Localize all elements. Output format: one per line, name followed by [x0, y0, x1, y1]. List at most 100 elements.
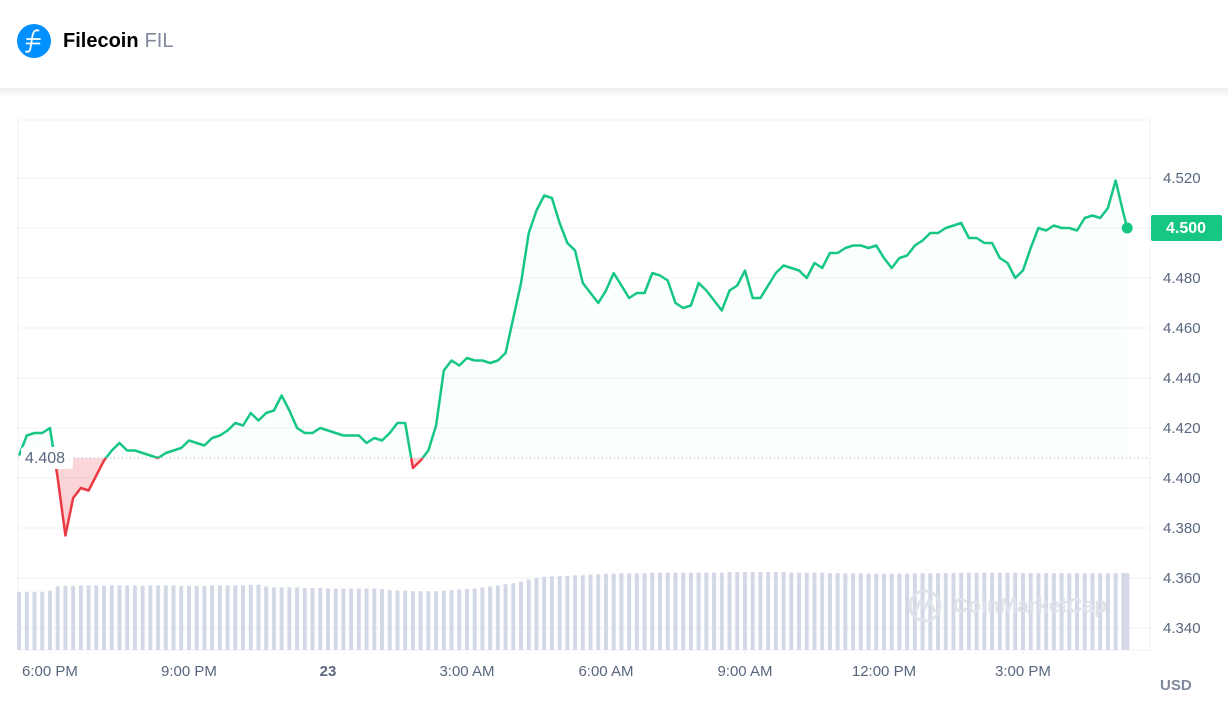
volume-bar	[171, 585, 176, 650]
reference-label-bg	[21, 447, 73, 469]
x-tick-label: 6:00 AM	[578, 663, 633, 680]
volume-bar	[982, 572, 987, 650]
volume-bar	[619, 573, 624, 650]
volume-bar	[897, 573, 902, 650]
volume-bar	[464, 589, 469, 650]
volume-bar	[210, 585, 215, 650]
volume-bar	[457, 589, 462, 650]
last-price-label: 4.500	[1166, 220, 1206, 237]
volume-bar	[426, 591, 431, 650]
volume-bar	[549, 576, 554, 650]
volume-bar	[1082, 573, 1087, 650]
volume-bar	[1113, 573, 1118, 650]
series	[17, 179, 1150, 537]
volume-bar	[1105, 573, 1110, 650]
volume-bar	[387, 590, 392, 650]
volume-bar	[1125, 573, 1130, 650]
volume-bar	[194, 585, 199, 650]
volume-bar	[789, 572, 794, 650]
volume-bar	[557, 575, 562, 650]
watermark-text: CoinMarketCap	[953, 595, 1107, 618]
volume-bar	[125, 585, 130, 650]
volume-bar	[434, 591, 439, 650]
volume-bar	[835, 573, 840, 650]
x-tick-label: 3:00 PM	[995, 663, 1051, 680]
volume-bar	[812, 572, 817, 650]
volume-bar	[364, 588, 369, 650]
volume-bar	[889, 573, 894, 650]
volume-bar	[766, 572, 771, 650]
volume-bar	[217, 585, 222, 650]
volume-bar	[742, 572, 747, 650]
volume-bar	[951, 573, 956, 650]
volume-bar	[1098, 573, 1103, 650]
y-tick-label: 4.400	[1163, 470, 1201, 487]
volume-bar	[140, 585, 145, 650]
volume-bar	[534, 577, 539, 650]
y-tick-label: 4.420	[1163, 420, 1201, 437]
y-tick-label: 4.360	[1163, 570, 1201, 587]
volume-bar	[526, 579, 531, 650]
volume-bar	[40, 591, 45, 650]
volume-bar	[1005, 572, 1010, 650]
y-tick-label: 4.440	[1163, 370, 1201, 387]
volume-bar	[858, 573, 863, 650]
volume-bar	[495, 585, 500, 650]
y-tick-label: 4.340	[1163, 620, 1201, 637]
volume-bar	[186, 585, 191, 650]
volume-bar	[279, 587, 284, 650]
volume-bar	[86, 585, 91, 650]
volume-bar	[758, 572, 763, 650]
volume-bar	[318, 587, 323, 650]
volume-bar	[341, 588, 346, 650]
volume-bar	[1044, 573, 1049, 650]
volume-bar	[634, 573, 639, 650]
volume-bar	[573, 575, 578, 650]
volume-bar	[418, 591, 423, 650]
coin-symbol: FIL	[145, 30, 174, 52]
volume-bar	[441, 590, 446, 650]
volume-bar	[750, 572, 755, 650]
y-tick-label: 4.520	[1163, 170, 1201, 187]
coin-name: Filecoin FIL	[63, 30, 173, 52]
volume-bar	[102, 585, 107, 650]
volume-bar	[596, 574, 601, 650]
volume-bar	[410, 591, 415, 650]
coin-title: Filecoin	[63, 30, 139, 52]
volume-bar	[403, 590, 408, 650]
volume-bar	[71, 585, 76, 650]
volume-bar	[63, 585, 68, 650]
volume-bar	[302, 587, 307, 650]
volume-bar	[380, 589, 385, 650]
volume-bar	[109, 585, 114, 650]
volume-bar	[905, 573, 910, 650]
volume-bar	[650, 572, 655, 650]
volume-bar	[480, 587, 485, 650]
volume-bar	[163, 585, 168, 650]
volume-bar	[943, 573, 948, 650]
volume-bar	[642, 573, 647, 650]
volume-bar	[874, 573, 879, 650]
volume-bar	[997, 572, 1002, 650]
volume-bar	[325, 588, 330, 650]
volume-bars	[17, 572, 1130, 650]
header	[0, 0, 1228, 88]
y-tick-label: 4.380	[1163, 520, 1201, 537]
volume-bar	[511, 583, 516, 650]
volume-bar	[696, 572, 701, 650]
volume-bar	[233, 585, 238, 650]
volume-bar	[241, 585, 246, 650]
volume-bar	[287, 587, 292, 650]
x-tick-label: 12:00 PM	[852, 663, 916, 680]
header-shadow	[0, 88, 1228, 98]
volume-bar	[503, 584, 508, 650]
volume-bar	[603, 573, 608, 650]
volume-bar	[820, 572, 825, 650]
volume-bar	[55, 586, 60, 650]
volume-bar	[735, 572, 740, 650]
volume-bar	[1020, 573, 1025, 650]
x-tick-label: 6:00 PM	[22, 663, 78, 680]
last-point	[1121, 222, 1133, 234]
